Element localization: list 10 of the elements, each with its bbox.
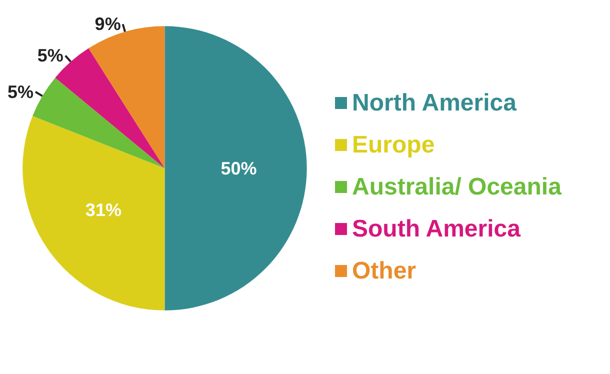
legend-label: Europe xyxy=(352,132,435,158)
legend-label: Australia/ Oceania xyxy=(352,174,562,200)
data-label: 5% xyxy=(37,46,64,66)
data-label: 50% xyxy=(220,158,257,178)
legend-label: South America xyxy=(352,216,522,242)
data-label: 5% xyxy=(7,82,34,102)
legend-label: North America xyxy=(352,90,518,116)
data-label: 9% xyxy=(94,14,121,34)
data-label: 31% xyxy=(85,200,122,220)
legend-label: Other xyxy=(352,258,416,284)
